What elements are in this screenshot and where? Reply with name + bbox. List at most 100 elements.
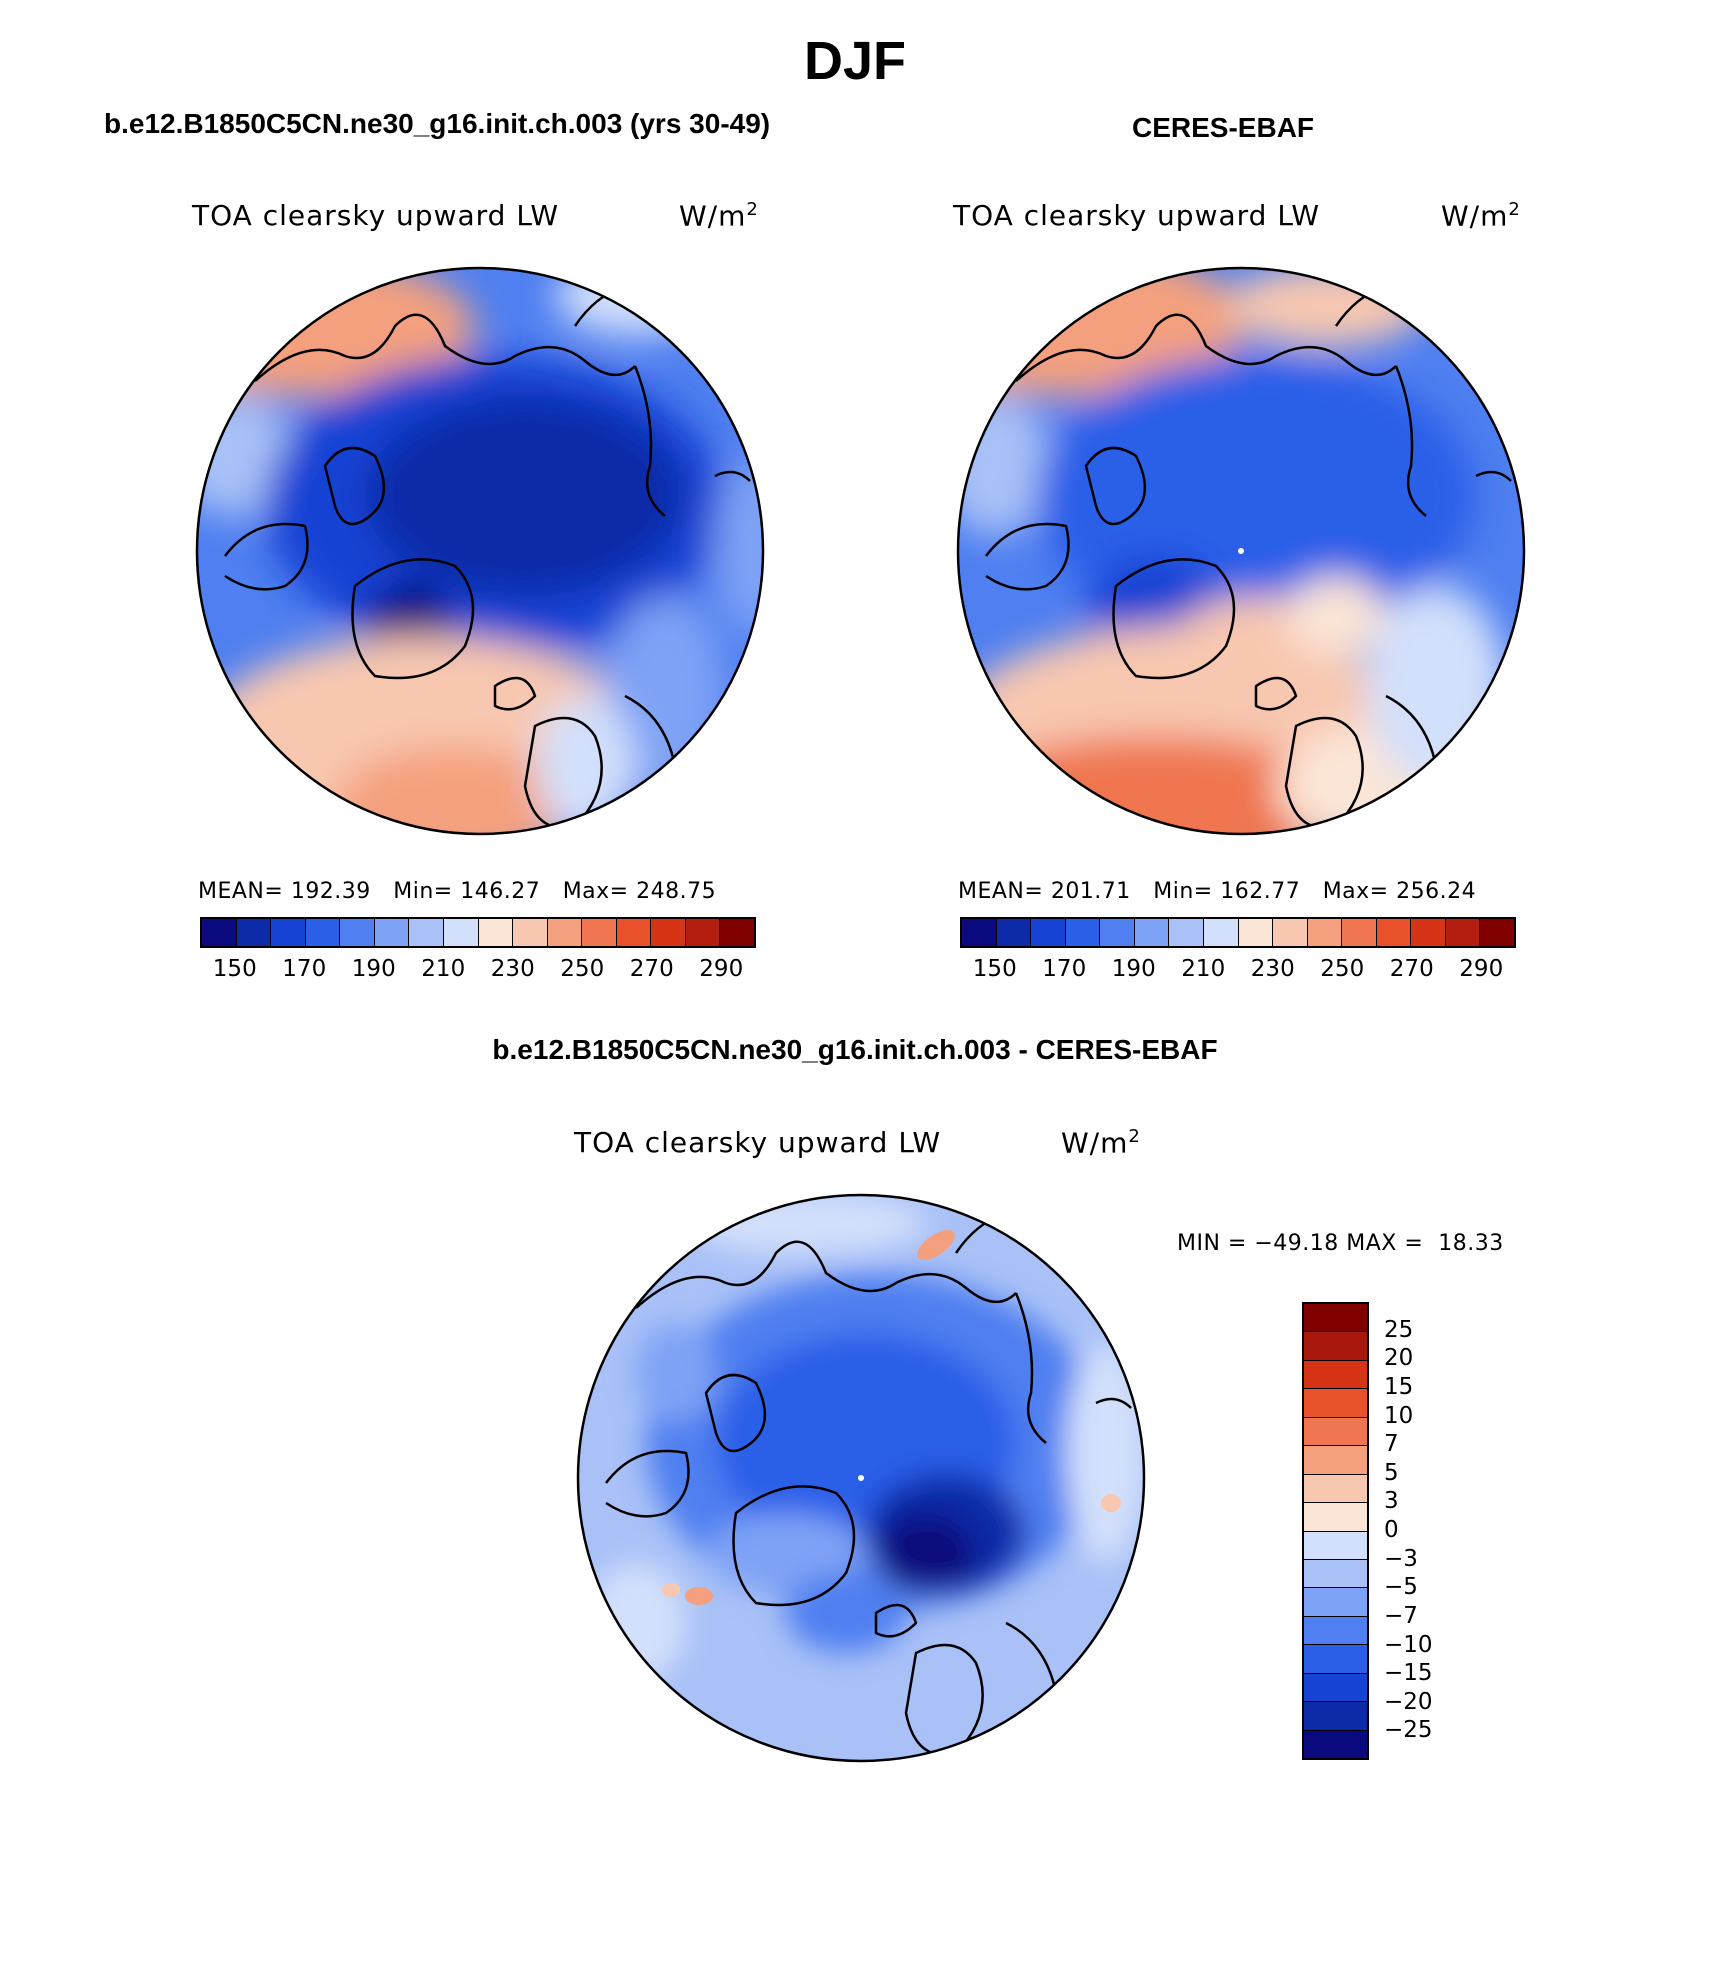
colorbar-swatch bbox=[1304, 1730, 1367, 1758]
colorbar-tick-label: 7 bbox=[1384, 1431, 1399, 1458]
colorbar-tick-label: 150 bbox=[972, 956, 1017, 982]
colorbar-tick-label: 290 bbox=[699, 956, 744, 982]
colorbar-tick-label: −20 bbox=[1384, 1688, 1433, 1715]
colorbar-tick-label: 0 bbox=[1384, 1517, 1399, 1543]
colorbar-swatch bbox=[1304, 1503, 1367, 1532]
colorbar-difference-ticks: 25 20 15 10 7 5 3 0 −3 −5 −7 −10 −15 −20 −25 bbox=[1384, 1302, 1464, 1760]
colorbar-swatch bbox=[616, 919, 652, 946]
positive-anomaly bbox=[917, 1229, 955, 1261]
colorbar-swatch bbox=[1100, 919, 1135, 946]
colorbar-swatch bbox=[962, 919, 997, 946]
colorbar-model bbox=[200, 917, 756, 948]
panel-title-model: b.e12.B1850C5CN.ne30_g16.init.ch.003 (yr… bbox=[104, 108, 771, 139]
colorbar-tick-label: −25 bbox=[1384, 1717, 1433, 1744]
colorbar-tick-label: 20 bbox=[1384, 1345, 1414, 1372]
colorbar-swatch bbox=[1304, 1389, 1367, 1418]
colorbar-tick-label: 10 bbox=[1384, 1402, 1414, 1429]
colorbar-swatch bbox=[1304, 1702, 1367, 1731]
colorbar-tick-label: 15 bbox=[1384, 1373, 1414, 1400]
colorbar-swatch bbox=[651, 919, 686, 946]
panel-title-obs: CERES-EBAF bbox=[1132, 112, 1315, 143]
colorbar-swatch bbox=[1304, 1588, 1367, 1617]
colorbar-swatch bbox=[1304, 1417, 1367, 1447]
figure-title: DJF bbox=[803, 31, 906, 91]
colorbar-tick-label: 270 bbox=[1389, 956, 1434, 982]
colorbar-tick-label: −5 bbox=[1384, 1574, 1418, 1601]
model-field bbox=[197, 268, 763, 834]
colorbar-swatch bbox=[1203, 919, 1239, 946]
variable-label: TOA clearsky upward LW bbox=[574, 1126, 942, 1159]
colorbar-swatch bbox=[1065, 919, 1101, 946]
colorbar-tick-label: 270 bbox=[629, 956, 674, 982]
map-boundary bbox=[576, 1193, 1146, 1763]
colorbar-swatch bbox=[305, 919, 341, 946]
colorbar-tick-label: −10 bbox=[1384, 1631, 1433, 1658]
polar-map-difference bbox=[576, 1193, 1146, 1763]
colorbar-tick-label: 290 bbox=[1459, 956, 1504, 982]
positive-anomaly bbox=[662, 1583, 680, 1597]
colorbar-tick-label: 210 bbox=[1181, 956, 1226, 982]
colorbar-tick-label: 250 bbox=[1320, 956, 1365, 982]
colorbar-swatch bbox=[409, 919, 444, 946]
unit-label: W/m2 bbox=[1061, 1126, 1141, 1160]
colorbar-swatch bbox=[1304, 1645, 1367, 1674]
colorbar-obs bbox=[960, 917, 1516, 948]
colorbar-swatch bbox=[478, 919, 514, 946]
colorbar-model-ticks: 150 170 190 210 230 250 270 290 bbox=[200, 956, 756, 986]
colorbar-tick-label: 230 bbox=[1250, 956, 1295, 982]
colorbar-swatch bbox=[1304, 1559, 1367, 1589]
difference-title: b.e12.B1850C5CN.ne30_g16.init.ch.003 - C… bbox=[492, 1034, 1218, 1065]
colorbar-tick-label: 230 bbox=[490, 956, 535, 982]
colorbar-swatch bbox=[1307, 919, 1343, 946]
colorbar-swatch bbox=[513, 919, 548, 946]
colorbar-swatch bbox=[271, 919, 306, 946]
colorbar-swatch bbox=[996, 919, 1032, 946]
colorbar-tick-label: 190 bbox=[1111, 956, 1156, 982]
colorbar-swatch bbox=[1304, 1673, 1367, 1703]
colorbar-swatch bbox=[1134, 919, 1170, 946]
colorbar-swatch bbox=[443, 919, 479, 946]
colorbar-tick-label: −7 bbox=[1384, 1602, 1418, 1629]
colorbar-swatch bbox=[547, 919, 583, 946]
colorbar-swatch bbox=[1304, 1304, 1367, 1333]
variable-label: TOA clearsky upward LW bbox=[192, 199, 560, 232]
positive-anomaly bbox=[1101, 1494, 1121, 1512]
colorbar-tick-label: 3 bbox=[1384, 1488, 1399, 1515]
colorbar-swatch bbox=[1304, 1332, 1367, 1361]
variable-label: TOA clearsky upward LW bbox=[953, 199, 1321, 232]
colorbar-tick-label: 25 bbox=[1384, 1316, 1414, 1343]
polar-map-obs bbox=[956, 266, 1526, 836]
model-stats: MEAN= 192.39 Min= 146.27 Max= 248.75 bbox=[198, 879, 717, 904]
map-boundary bbox=[956, 266, 1526, 836]
colorbar-tick-label: 170 bbox=[1042, 956, 1087, 982]
colorbar-swatch bbox=[340, 919, 375, 946]
colorbar-tick-label: 150 bbox=[212, 956, 257, 982]
difference-stats: MIN = −49.18 MAX = 18.33 bbox=[1177, 1231, 1504, 1256]
colorbar-difference bbox=[1302, 1302, 1369, 1760]
colorbar-swatch bbox=[374, 919, 410, 946]
colorbar-swatch bbox=[685, 919, 721, 946]
colorbar-swatch bbox=[202, 919, 237, 946]
colorbar-tick-label: 190 bbox=[351, 956, 396, 982]
colorbar-tick-label: −3 bbox=[1384, 1545, 1418, 1572]
colorbar-swatch bbox=[1238, 919, 1274, 946]
colorbar-tick-label: 5 bbox=[1384, 1459, 1399, 1486]
map-boundary bbox=[195, 266, 765, 836]
colorbar-swatch bbox=[1273, 919, 1308, 946]
colorbar-swatch bbox=[1031, 919, 1066, 946]
colorbar-tick-label: 210 bbox=[421, 956, 466, 982]
colorbar-swatch bbox=[1304, 1616, 1367, 1646]
colorbar-swatch bbox=[1411, 919, 1446, 946]
colorbar-swatch bbox=[1376, 919, 1412, 946]
colorbar-swatch bbox=[1304, 1531, 1367, 1560]
colorbar-swatch bbox=[1445, 919, 1481, 946]
colorbar-tick-label: −15 bbox=[1384, 1660, 1433, 1687]
colorbar-swatch bbox=[236, 919, 272, 946]
colorbar-swatch bbox=[1342, 919, 1377, 946]
colorbar-tick-label: 250 bbox=[560, 956, 605, 982]
unit-label: W/m2 bbox=[679, 199, 759, 233]
colorbar-swatch bbox=[1480, 919, 1514, 946]
polar-map-model bbox=[195, 266, 765, 836]
colorbar-tick-label: 170 bbox=[282, 956, 327, 982]
unit-label: W/m2 bbox=[1441, 199, 1521, 233]
